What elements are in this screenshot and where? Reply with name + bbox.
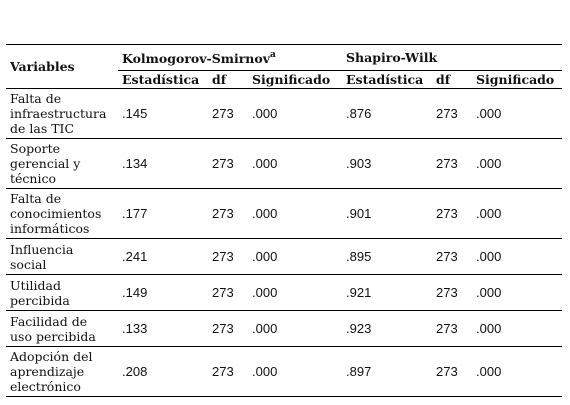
cell-sw-df: 273 — [432, 274, 473, 311]
variable-name-line: Falta de — [10, 191, 62, 206]
variable-name-line: social — [10, 256, 47, 272]
variable-name: Falta de conocimientos informáticos — [6, 188, 118, 239]
variable-name: Utilidad percibida — [6, 274, 118, 311]
column-header: df — [208, 70, 248, 89]
table-row: Falta de conocimientos informáticos .177 273… — [6, 188, 563, 239]
variable-name-line: de las TIC — [10, 121, 75, 136]
cell-ks-stat: .134 — [118, 138, 208, 189]
cell-ks-stat: .177 — [118, 188, 208, 239]
cell-ks-sig: .000 — [248, 310, 343, 347]
cell-sw-sig: .000 — [472, 238, 563, 275]
variable-name-line: aprendizaje — [10, 364, 85, 379]
cell-ks-df: 273 — [208, 88, 248, 139]
table-row: Soporte gerencial y técnico .134 273.000.903… — [6, 138, 563, 189]
table-row: Adopción del aprendizaje electrónico .208 27… — [6, 346, 563, 397]
cell-ks-df: 273 — [208, 138, 248, 189]
cell-ks-sig: .000 — [248, 88, 343, 139]
cell-sw-stat: .921 — [342, 274, 433, 311]
cell-sw-sig: .000 — [472, 346, 563, 397]
variable-name-line: percibida — [10, 292, 70, 308]
variable-name-line: uso percibida — [10, 328, 96, 344]
table-row: Facilidad de uso percibida .133 273.000.923… — [6, 310, 563, 347]
cell-ks-sig: .000 — [248, 138, 343, 189]
variable-name-line: técnico — [10, 171, 56, 186]
table-row: Falta de infraestructura de las TIC .145 273… — [6, 88, 563, 139]
cell-ks-df: 273 — [208, 274, 248, 311]
variable-name-line: Adopción del — [10, 349, 93, 364]
column-header: Estadística — [342, 70, 433, 89]
cell-sw-df: 273 — [432, 238, 473, 275]
cell-sw-stat: .876 — [342, 88, 433, 139]
variable-name-line: infraestructura — [10, 106, 107, 121]
cell-ks-df: 273 — [208, 310, 248, 347]
variable-name: Adopción del aprendizaje electrónico — [6, 346, 118, 397]
variable-name-line: Soporte — [10, 141, 61, 156]
cell-sw-df: 273 — [432, 188, 473, 239]
ks-group-label: Kolmogorov-Smirnov — [122, 50, 270, 66]
normality-tests-table: Variables Kolmogorov-Smirnova Shapiro-Wi… — [6, 44, 563, 397]
cell-sw-df: 273 — [432, 310, 473, 347]
cell-ks-stat: .145 — [118, 88, 208, 139]
cell-sw-df: 273 — [432, 138, 473, 189]
variables-header: Variables — [6, 44, 118, 89]
cell-ks-df: 273 — [208, 346, 248, 397]
variable-name-line: informáticos — [10, 221, 90, 236]
cell-sw-stat: .895 — [342, 238, 433, 275]
cell-ks-sig: .000 — [248, 188, 343, 239]
variable-name-line: Utilidad — [10, 277, 62, 293]
cell-ks-df: 273 — [208, 188, 248, 239]
ks-footnote-marker: a — [269, 49, 276, 60]
cell-sw-sig: .000 — [472, 138, 563, 189]
column-header: Estadística — [118, 70, 208, 89]
cell-sw-sig: .000 — [472, 88, 563, 139]
variable-name-line: Facilidad de — [10, 313, 88, 329]
variable-name: Soporte gerencial y técnico — [6, 138, 118, 189]
cell-sw-stat: .923 — [342, 310, 433, 347]
variable-name: Facilidad de uso percibida — [6, 310, 118, 347]
cell-sw-stat: .903 — [342, 138, 433, 189]
variable-name: Influencia social — [6, 238, 118, 275]
sw-group-header: Shapiro-Wilk — [342, 44, 563, 71]
variable-name-line: conocimientos — [10, 206, 102, 221]
table-row: Utilidad percibida .149 273.000.921 273.000 — [6, 274, 563, 311]
variable-name-line: gerencial y — [10, 156, 81, 171]
cell-ks-stat: .208 — [118, 346, 208, 397]
table-body: Falta de infraestructura de las TIC .145 273… — [6, 88, 563, 397]
variable-name: Falta de infraestructura de las TIC — [6, 88, 118, 139]
cell-sw-sig: .000 — [472, 274, 563, 311]
variable-name-line: Falta de — [10, 91, 62, 106]
cell-ks-sig: .000 — [248, 274, 343, 311]
cell-ks-sig: .000 — [248, 346, 343, 397]
column-header: df — [432, 70, 473, 89]
cell-ks-stat: .133 — [118, 310, 208, 347]
cell-ks-stat: .149 — [118, 274, 208, 311]
column-header: Significado — [248, 70, 343, 89]
cell-sw-sig: .000 — [472, 188, 563, 239]
variable-name-line: electrónico — [10, 379, 81, 394]
ks-group-header: Kolmogorov-Smirnova — [118, 44, 343, 71]
cell-ks-df: 273 — [208, 238, 248, 275]
cell-sw-df: 273 — [432, 346, 473, 397]
cell-sw-stat: .897 — [342, 346, 433, 397]
cell-sw-stat: .901 — [342, 188, 433, 239]
column-header: Significado — [472, 70, 563, 89]
cell-sw-sig: .000 — [472, 310, 563, 347]
cell-sw-df: 273 — [432, 88, 473, 139]
cell-ks-stat: .241 — [118, 238, 208, 275]
table-row: Influencia social .241 273.000.895 273.000 — [6, 238, 563, 275]
cell-ks-sig: .000 — [248, 238, 343, 275]
variable-name-line: Influencia — [10, 241, 74, 257]
